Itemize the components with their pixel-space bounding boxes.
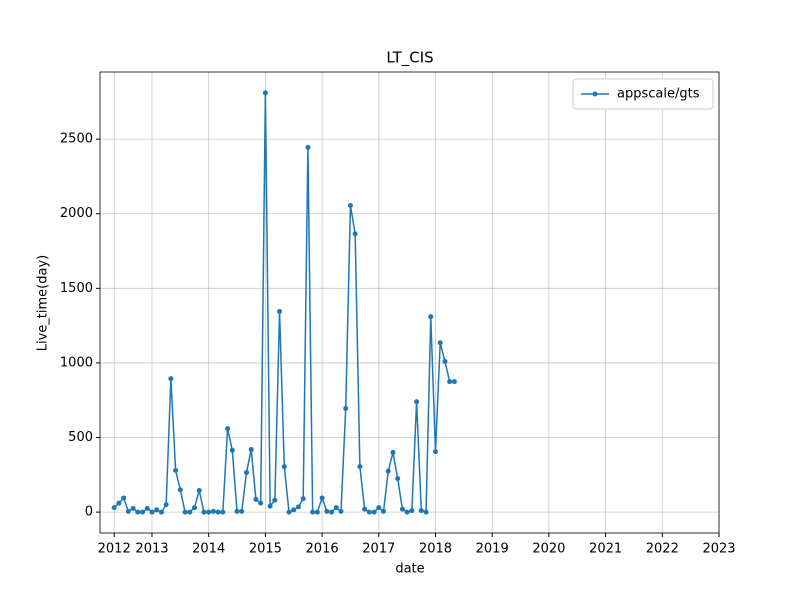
data-point xyxy=(239,508,245,514)
data-point xyxy=(366,509,372,515)
data-point xyxy=(319,495,325,501)
x-tick-label: 2018 xyxy=(419,542,452,557)
data-point xyxy=(272,497,278,503)
y-tick-label: 2000 xyxy=(60,206,93,221)
x-tick-label: 2019 xyxy=(476,542,509,557)
data-point xyxy=(357,464,363,470)
x-tick-label: 2020 xyxy=(532,542,565,557)
data-point xyxy=(111,505,117,511)
data-point xyxy=(423,509,429,515)
data-point xyxy=(281,464,287,470)
y-tick-label: 0 xyxy=(85,505,93,520)
data-point xyxy=(343,405,349,411)
data-point xyxy=(291,507,297,513)
data-point xyxy=(192,505,198,511)
data-point xyxy=(324,508,330,514)
data-point xyxy=(305,144,311,150)
data-point xyxy=(130,505,136,511)
x-tick-label: 2017 xyxy=(362,542,395,557)
legend-marker xyxy=(592,91,598,97)
data-point xyxy=(229,447,235,453)
data-point xyxy=(295,504,301,510)
data-point xyxy=(253,496,259,502)
x-tick-label: 2023 xyxy=(702,542,735,557)
data-point xyxy=(300,496,306,502)
data-point xyxy=(234,508,240,514)
y-tick-label: 2500 xyxy=(60,132,93,147)
x-tick-label: 2022 xyxy=(646,542,679,557)
data-point xyxy=(201,509,207,515)
x-tick-label: 2012 xyxy=(98,542,131,557)
data-point xyxy=(187,509,193,515)
data-point xyxy=(158,509,164,515)
data-point xyxy=(225,426,231,432)
data-point xyxy=(135,509,141,515)
legend-label: appscale/gts xyxy=(617,87,700,102)
data-point xyxy=(125,508,131,514)
data-point xyxy=(404,509,410,515)
data-point xyxy=(277,308,283,314)
data-point xyxy=(381,508,387,514)
data-point xyxy=(177,487,183,493)
data-point xyxy=(262,90,268,96)
data-point xyxy=(432,449,438,455)
data-point xyxy=(395,476,401,482)
data-point xyxy=(286,509,292,515)
data-point xyxy=(442,358,448,364)
data-point xyxy=(182,509,188,515)
data-point xyxy=(371,509,377,515)
data-point xyxy=(352,231,358,237)
x-axis-label: date xyxy=(395,562,424,577)
data-point xyxy=(418,508,424,514)
x-tick-label: 2013 xyxy=(135,542,168,557)
data-point xyxy=(140,509,146,515)
data-point xyxy=(310,509,316,515)
data-point xyxy=(333,505,339,511)
data-point xyxy=(362,506,368,512)
x-tick-label: 2021 xyxy=(589,542,622,557)
data-point xyxy=(154,507,160,513)
data-point xyxy=(243,470,249,476)
data-point xyxy=(248,446,254,452)
chart-title: LT_CIS xyxy=(386,49,433,68)
data-point xyxy=(329,509,335,515)
data-point xyxy=(409,508,415,514)
data-point xyxy=(399,506,405,512)
x-tick-label: 2016 xyxy=(306,542,339,557)
data-point xyxy=(173,467,179,473)
x-tick-label: 2014 xyxy=(192,542,225,557)
data-point xyxy=(428,314,434,320)
y-tick-label: 1000 xyxy=(60,355,93,370)
data-point xyxy=(437,340,443,346)
y-tick-label: 500 xyxy=(68,430,93,445)
data-point xyxy=(267,503,273,509)
data-point xyxy=(149,509,155,515)
plot-frame xyxy=(99,71,720,534)
data-point xyxy=(215,509,221,515)
data-point xyxy=(390,449,396,455)
legend-box xyxy=(572,78,714,110)
x-tick-label: 2015 xyxy=(249,542,282,557)
data-point xyxy=(210,508,216,514)
data-point xyxy=(376,505,382,511)
data-point xyxy=(116,500,122,506)
data-point xyxy=(451,379,457,385)
data-point xyxy=(121,495,127,501)
data-point xyxy=(338,508,344,514)
data-point xyxy=(347,203,353,209)
data-point xyxy=(144,505,150,511)
y-axis-label: Live_time(day) xyxy=(36,255,51,351)
data-point xyxy=(385,468,391,474)
data-point xyxy=(220,509,226,515)
data-point xyxy=(168,376,174,382)
data-point xyxy=(196,487,202,493)
data-point xyxy=(163,502,169,508)
data-point xyxy=(314,509,320,515)
data-point xyxy=(447,379,453,385)
data-point xyxy=(258,500,264,506)
data-point xyxy=(206,509,212,515)
data-point xyxy=(414,399,420,405)
y-tick-label: 1500 xyxy=(60,281,93,296)
